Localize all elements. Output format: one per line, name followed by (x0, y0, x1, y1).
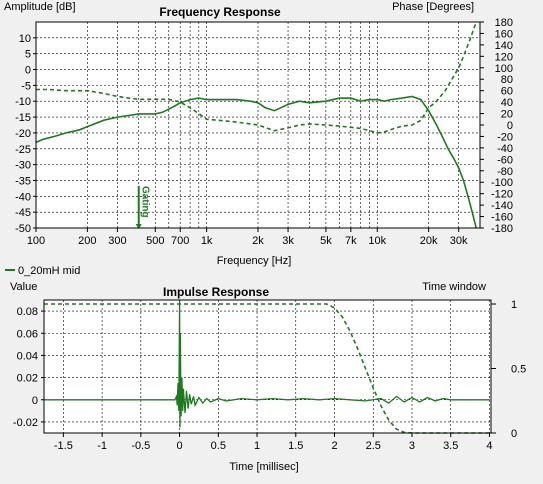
fr-y2tick-label: 0 (507, 120, 513, 132)
fr-y2tick-label: -40 (497, 143, 513, 155)
ir-xtick-label: 4 (486, 440, 492, 452)
legend[interactable]: 0_20mH mid (5, 265, 80, 277)
ir-y2tick-label: 1 (511, 299, 517, 311)
ir-y2tick-label: 0 (511, 428, 517, 440)
fr-y2tick-label: -120 (491, 189, 513, 201)
fr-ytick-label: 0 (25, 65, 31, 77)
ir-ylabel: Value (10, 281, 37, 293)
ir-xtick-label: -1.5 (54, 440, 73, 452)
fr-y2tick-label: 60 (501, 86, 513, 98)
legend-label: 0_20mH mid (18, 265, 80, 277)
fr-xtick-label: 100 (27, 235, 45, 247)
fr-xtick-label: 20k (420, 235, 438, 247)
fr-xtick-label: 30k (450, 235, 468, 247)
fr-frame (35, 21, 481, 229)
fr-ytick-label: 5 (25, 49, 31, 61)
fr-yaxis: 10 5 0 -5 -10 -15 -20 -25 -30 -35 -40 -45 -50 (15, 33, 36, 235)
ir-ytick-label: -0.02 (13, 417, 38, 429)
phase-line (36, 21, 477, 134)
fr-y2tick-label: 180 (495, 17, 513, 29)
ir-frame (43, 299, 492, 434)
fr-xtick-label: 7k (345, 235, 357, 247)
amplitude-line (35, 95, 477, 229)
fr-ylabel: Amplitude [dB] (4, 1, 76, 13)
ir-xtick-label: 1 (254, 440, 260, 452)
ir-y2label: Time window (422, 281, 486, 293)
fr-y2tick-label: -160 (491, 212, 513, 224)
fr-y2tick-label: -100 (491, 177, 513, 189)
ir-xtick-label: 0 (177, 440, 183, 452)
fr-xlabel: Frequency [Hz] (217, 255, 292, 267)
fr-ytick-label: -30 (15, 160, 31, 172)
ir-yaxis: 0.08 0.06 0.04 0.02 0 -0.02 (13, 306, 44, 429)
fr-ytick-label: -5 (21, 80, 31, 92)
ir-plot-area (44, 300, 491, 433)
ir-xtick-label: 2 (331, 440, 337, 452)
fr-xtick-label: 700 (171, 235, 189, 247)
gating-label: Gating (140, 186, 151, 218)
fr-xtick-label: 2k (252, 235, 264, 247)
ir-ytick-label: 0.06 (17, 328, 38, 340)
ir-ytick-label: 0.04 (17, 350, 38, 362)
fr-y2tick-label: 100 (495, 63, 513, 75)
impulse-response-chart[interactable]: Impulse Response Value Time window Time … (10, 281, 526, 473)
impulse-line (44, 299, 490, 428)
fr-xtick-label: 5k (320, 235, 332, 247)
fr-y2tick-label: 140 (495, 40, 513, 52)
fr-ytick-label: -45 (15, 207, 31, 219)
fr-ytick-label: -20 (15, 128, 31, 140)
fr-y2tick-label: -20 (497, 131, 513, 143)
fr-y2tick-label: 20 (501, 109, 513, 121)
fr-y2tick-label: -140 (491, 200, 513, 212)
fr-title: Frequency Response (159, 5, 281, 19)
ir-ytick-label: 0.02 (17, 373, 38, 385)
fr-y2tick-label: 120 (495, 51, 513, 63)
ir-y2tick-label: 0.5 (511, 364, 526, 376)
fr-ytick-label: -50 (15, 223, 31, 235)
ir-title: Impulse Response (163, 285, 269, 299)
fr-xtick-label: 300 (108, 235, 126, 247)
fr-y2tick-label: 80 (501, 74, 513, 86)
ir-xlabel: Time [millisec] (229, 461, 298, 473)
ir-ytick-label: 0 (32, 395, 38, 407)
fr-ytick-label: -35 (15, 175, 31, 187)
ir-xtick-label: -0.5 (131, 440, 150, 452)
fr-ytick-label: -40 (15, 191, 31, 203)
time-window-line (44, 303, 490, 434)
ir-xtick-label: 3 (409, 440, 415, 452)
fr-xtick-label: 1k (201, 235, 213, 247)
ir-xtick-label: 2.5 (366, 440, 381, 452)
ir-xtick-label: 3.5 (443, 440, 458, 452)
ir-xaxis: -1.5 -1 -0.5 0 0.5 1 1.5 2 2.5 3 3.5 4 (54, 433, 493, 452)
fr-ytick-label: -10 (15, 96, 31, 108)
frequency-response-chart[interactable]: Frequency Response Amplitude [dB] Phase … (4, 1, 513, 267)
ir-xtick-label: -1 (97, 440, 107, 452)
fr-y2tick-label: 160 (495, 28, 513, 40)
fr-ytick-label: -25 (15, 144, 31, 156)
fr-y2axis: 180160140120100806040200-20-40-60-80-100… (480, 17, 513, 235)
fr-y2label: Phase [Degrees] (392, 1, 474, 13)
fr-series (35, 21, 477, 229)
ir-y2axis: 10.50 (491, 299, 526, 440)
fr-ytick-label: 10 (19, 33, 31, 45)
ir-xtick-label: 0.5 (211, 440, 226, 452)
ir-xtick-label: 1.5 (288, 440, 303, 452)
gating-marker: Gating (135, 186, 151, 229)
fr-y2tick-label: 40 (501, 97, 513, 109)
fr-y2tick-label: -80 (497, 166, 513, 178)
fr-xtick-label: 10k (368, 235, 386, 247)
fr-y2tick-label: -60 (497, 154, 513, 166)
fr-xtick-label: 3k (282, 235, 294, 247)
ir-series (44, 299, 490, 434)
fr-xtick-label: 200 (78, 235, 96, 247)
fr-y2tick-label: -180 (491, 223, 513, 235)
fr-xtick-label: 500 (146, 235, 164, 247)
fr-ytick-label: -15 (15, 112, 31, 124)
fr-xaxis: 100 200 300 500 700 1k 2k 3k 5k 7k 10k 20k 30k (27, 228, 468, 247)
ir-ytick-label: 0.08 (17, 306, 38, 318)
